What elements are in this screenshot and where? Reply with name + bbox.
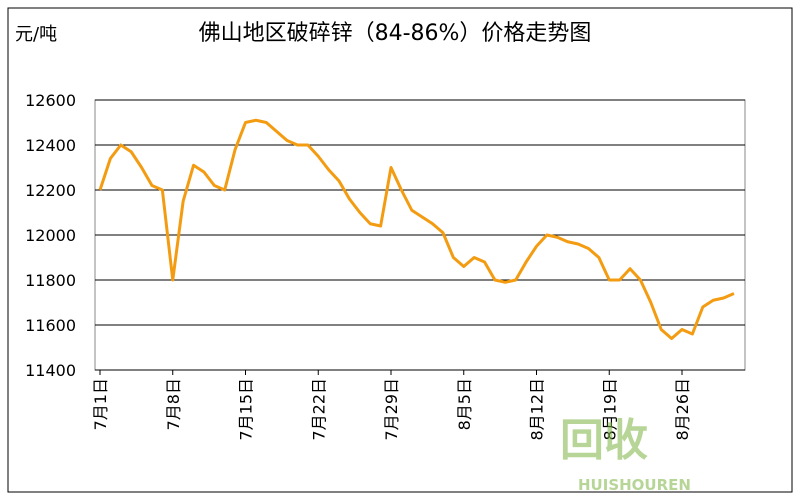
y-tick-label: 11400: [25, 361, 76, 380]
x-tick-label: 8月12日: [528, 378, 547, 441]
y-tick-label: 11800: [25, 271, 76, 290]
data-line: [98, 118, 735, 340]
y-tick-label: 12600: [25, 91, 76, 110]
y-tick-label: 11600: [25, 316, 76, 335]
x-tick-label: 7月8日: [164, 378, 183, 430]
y-tick-label: 12000: [25, 226, 76, 245]
plot: 11400 11600 11800 12000 12200 12400 12600 7月1日 7…: [25, 91, 746, 441]
x-tick-label: 8月19日: [600, 378, 619, 441]
x-tick-label: 8月5日: [455, 378, 474, 430]
x-tick-label: 8月26日: [673, 378, 692, 441]
watermark-text: 回收: [560, 415, 648, 466]
watermark: 回收 HUISHOUREN: [560, 415, 691, 494]
chart-title: 佛山地区破碎锌（84-86%）价格走势图: [199, 21, 592, 46]
x-tick-label: 7月15日: [237, 378, 256, 441]
x-tick-label: 7月1日: [91, 378, 110, 430]
y-tick-label: 12200: [25, 181, 76, 200]
y-axis-unit: 元/吨: [15, 24, 57, 45]
y-tick-label: 12400: [25, 136, 76, 155]
x-tick-label: 7月22日: [309, 378, 328, 441]
x-tick-label: 7月29日: [382, 378, 401, 441]
watermark-text: HUISHOUREN: [578, 476, 691, 494]
